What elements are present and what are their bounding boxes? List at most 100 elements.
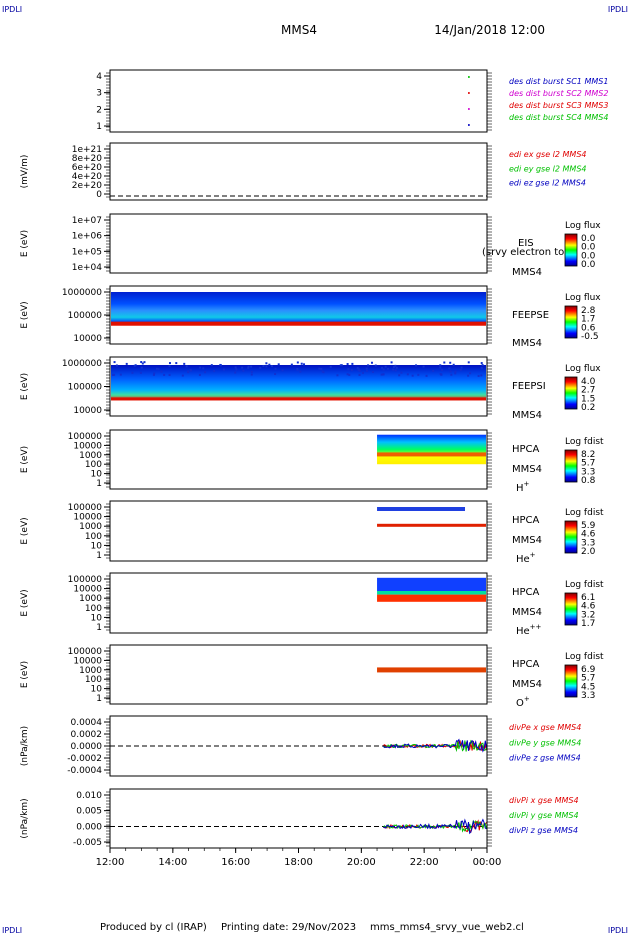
feepsi-speck <box>183 362 186 365</box>
feepsi-speck <box>247 366 250 369</box>
y-tick-label: 100000 <box>68 432 103 442</box>
feepsi-speck <box>329 365 332 368</box>
hpca-h-peak-band <box>377 452 486 457</box>
feepsi-speck <box>157 368 160 371</box>
feepsi-speck <box>210 364 213 367</box>
feepsi-speck <box>168 373 171 376</box>
feepsi-speck <box>318 367 321 370</box>
instrument-label: FEEPSI <box>512 381 546 392</box>
spacecraft-label: MMS4 <box>512 535 542 546</box>
feepsi-speck <box>380 373 383 376</box>
feepsi-speck <box>439 373 442 376</box>
x-tick-label: 14:00 <box>158 857 187 868</box>
colorbar <box>564 520 578 554</box>
panel-feepsi: 1000000 100000 10000 E (eV) FEEPSI MMS4 Log fl… <box>20 356 601 421</box>
feepsi-speck <box>467 361 470 364</box>
legend-entry: divPi y gse MMS4 <box>509 811 579 820</box>
feepsi-speck <box>155 367 158 370</box>
feepsi-speck <box>235 368 238 371</box>
colorbar-tick-label: 3.2 <box>581 610 595 620</box>
feepsi-speck <box>358 369 361 372</box>
feepsi-speck <box>449 361 452 364</box>
colorbar-title: Log fdist <box>565 580 604 590</box>
feepsi-speck <box>222 368 225 371</box>
y-tick-label: 10000 <box>73 513 102 523</box>
colorbar-tick-label: 0.0 <box>581 251 596 261</box>
colorbar-tick-label: 0.0 <box>581 260 596 270</box>
y-axis-label: (nPa/km) <box>20 726 30 766</box>
feepsi-speck <box>450 373 453 376</box>
y-tick-label: -0.0004 <box>67 766 102 776</box>
feepsi-speck <box>371 370 374 373</box>
feepsi-speck <box>367 364 370 367</box>
feepsi-speck <box>340 364 343 367</box>
y-tick-label: 4 <box>96 72 102 82</box>
feepsi-speck <box>374 364 377 367</box>
legend-entry: des dist burst SC2 MMS2 <box>509 89 608 98</box>
feepsi-red-band <box>111 397 486 401</box>
feepsi-speck <box>382 373 385 376</box>
species-label: O+ <box>516 695 530 709</box>
feepsi-speck <box>348 373 351 376</box>
colorbar <box>564 233 578 267</box>
feepsi-speck <box>213 370 216 373</box>
corner-label-top-left: IPDLI <box>2 5 22 14</box>
panel-divpi: 0.010 0.005 0.000 -0.005 (nPa/km) divPi x gse… <box>20 788 579 849</box>
y-tick-label: 8e+20 <box>72 154 103 164</box>
colorbar-title: Log fdist <box>565 508 604 518</box>
feepsi-speck <box>441 368 444 371</box>
panel-frame <box>109 644 488 705</box>
y-tick-label: 10000 <box>73 441 102 451</box>
colorbar-tick-label: 0.6 <box>581 323 596 333</box>
colorbar-tick-label: 4.0 <box>581 377 596 387</box>
feepsi-speck <box>443 361 446 364</box>
feepsi-speck <box>417 373 420 376</box>
y-tick-label: 100000 <box>68 311 103 321</box>
y-tick-label: 10 <box>91 541 103 551</box>
feepsi-speck <box>382 368 385 371</box>
chart-date: 14/Jan/2018 12:00 <box>434 23 545 37</box>
colorbar <box>564 449 578 483</box>
feepsi-speck <box>262 364 265 367</box>
y-tick-label: 10 <box>91 685 103 695</box>
feepsi-speck <box>134 364 137 367</box>
feepsi-speck <box>250 365 253 368</box>
y-axis-label: (mV/m) <box>20 155 30 189</box>
colorbar-tick-label: 1.5 <box>581 394 595 404</box>
feepsi-speck <box>384 365 387 368</box>
feepsi-speck <box>140 366 143 369</box>
feepse-red-band <box>111 321 486 326</box>
colorbar-tick-label: 3.3 <box>581 691 595 701</box>
species-label: He+ <box>516 551 536 565</box>
feepsi-speck <box>365 369 368 372</box>
feepsi-speck <box>392 368 395 371</box>
footer-produced: Produced by cl (IRAP) <box>100 922 207 933</box>
feepsi-speck <box>265 362 268 365</box>
y-tick-label: 100000 <box>68 383 103 393</box>
colorbar-title: Log fdist <box>565 652 604 662</box>
hpca-he-red-band <box>377 523 486 527</box>
feepsi-speck <box>394 369 397 372</box>
y-tick-label: 0.0002 <box>71 730 103 740</box>
colorbar-title: Log fdist <box>565 437 604 447</box>
feepsi-speck <box>303 363 306 366</box>
feepsi-speck <box>394 364 397 367</box>
feepsi-speck <box>153 372 156 375</box>
y-tick-label: 1e+07 <box>72 216 102 226</box>
spacecraft-label: MMS4 <box>512 607 542 618</box>
y-tick-label: 10 <box>91 470 103 480</box>
y-axis-label: E (eV) <box>20 301 30 328</box>
feepsi-speck <box>168 362 171 365</box>
feepsi-speck <box>141 362 144 365</box>
panel-eis: 1e+07 1e+06 1e+05 1e+04 E (eV) EIS MMS4 (srvy e… <box>20 213 601 278</box>
legend-entry: edi ex gse l2 MMS4 <box>509 150 587 159</box>
x-tick-label: 20:00 <box>347 857 376 868</box>
y-tick-label: 1000 <box>79 666 102 676</box>
instrument-label: HPCA <box>512 659 540 670</box>
colorbar-tick-label: 6.1 <box>581 593 595 603</box>
legend-entry: divPe z gse MMS4 <box>509 754 581 763</box>
legend-entry: divPe x gse MMS4 <box>509 723 581 732</box>
instrument-label: HPCA <box>512 444 540 455</box>
